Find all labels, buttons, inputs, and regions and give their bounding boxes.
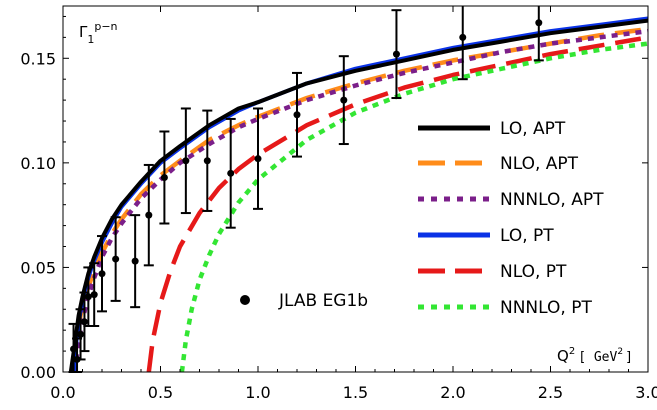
- legend-item-nnnlo-pt: NNNLO, PT: [418, 298, 592, 318]
- data-marker: [145, 211, 153, 219]
- series-line-nnnlo-apt: [72, 28, 648, 372]
- data-point: [225, 117, 236, 229]
- data-marker: [80, 318, 88, 326]
- data-marker: [90, 291, 98, 299]
- legend: LO, APT NLO, APT NNNLO, APT LO, PT NLO, PT NN…: [418, 119, 604, 318]
- data-marker: [131, 257, 139, 265]
- data-point: [338, 55, 349, 146]
- legend-item-nlo-apt: NLO, APT: [418, 154, 579, 174]
- data-point: [159, 130, 170, 225]
- series-line-nlo-apt: [70, 26, 648, 372]
- data-marker: [182, 157, 190, 165]
- legend-item-nlo-pt: NLO, PT: [418, 262, 567, 282]
- data-marker: [84, 293, 92, 301]
- data-marker: [392, 50, 400, 58]
- x-tick-label: 1.5: [343, 383, 368, 402]
- data-marker: [160, 173, 168, 181]
- data-point: [292, 71, 302, 158]
- x-tick-label: 2.0: [440, 383, 465, 402]
- data-marker: [203, 157, 211, 165]
- data-point: [97, 235, 107, 313]
- data-marker: [70, 345, 78, 353]
- x-tick-label: 0.5: [148, 383, 173, 402]
- data-point: [457, 6, 468, 81]
- y-tick-label: 0.15: [20, 49, 56, 68]
- data-marker: [254, 155, 262, 163]
- x-tick-label: 3.0: [635, 383, 657, 402]
- y-axis: 0.00 0.05 0.10 0.15: [20, 15, 648, 382]
- data-point: [110, 216, 121, 302]
- data-point: [68, 322, 79, 373]
- data-point: [89, 262, 100, 327]
- legend-item-nnnlo-apt: NNNLO, APT: [418, 190, 604, 210]
- data-marker: [112, 255, 120, 263]
- data-point: [253, 107, 263, 210]
- data-point: [533, 6, 544, 62]
- y-tick-label: 0.05: [20, 258, 56, 277]
- x-tick-label: 2.5: [538, 383, 563, 402]
- data-marker: [98, 270, 106, 278]
- legend-label-data: JLAB EG1b: [278, 291, 368, 311]
- data-point: [130, 214, 141, 309]
- legend-label-nlo-apt: NLO, APT: [500, 154, 579, 174]
- series-layer: [68, 16, 648, 372]
- y-tick-label: 0.10: [20, 154, 56, 173]
- series-line-lo-apt: [68, 18, 648, 372]
- data-points-layer: [68, 6, 544, 373]
- x-tick-label: 0.0: [50, 383, 75, 402]
- data-point: [143, 163, 154, 267]
- x-axis-title: Q2[ GeV2]: [557, 346, 633, 365]
- data-point: [79, 291, 90, 353]
- data-marker: [459, 33, 467, 41]
- data-marker: [77, 330, 85, 338]
- data-point: [391, 9, 402, 100]
- data-marker: [293, 111, 301, 119]
- legend-marker-data: [240, 295, 250, 305]
- legend-label-nlo-pt: NLO, PT: [500, 262, 567, 282]
- y-tick-label: 0.00: [20, 363, 56, 382]
- data-marker: [340, 96, 348, 104]
- data-marker: [227, 169, 235, 177]
- x-axis: 0.0 0.5 1.0 1.5 2.0 2.5 3.0: [50, 6, 657, 402]
- data-point: [180, 107, 191, 215]
- data-point: [202, 109, 213, 212]
- legend-label-lo-pt: LO, PT: [500, 226, 554, 246]
- legend-label-nnnlo-pt: NNNLO, PT: [500, 298, 592, 318]
- legend-label-lo-apt: LO, APT: [500, 119, 566, 139]
- y-axis-title: Γ1p−n: [79, 20, 118, 46]
- series-line-nlo-pt: [146, 35, 648, 372]
- legend-item-data: JLAB EG1b: [240, 291, 368, 311]
- data-marker: [535, 19, 543, 27]
- legend-item-lo-apt: LO, APT: [418, 119, 566, 139]
- legend-item-lo-pt: LO, PT: [418, 226, 554, 246]
- x-tick-label: 1.0: [245, 383, 270, 402]
- legend-label-nnnlo-apt: NNNLO, APT: [500, 190, 604, 210]
- series-line-nnnlo-pt: [179, 41, 648, 372]
